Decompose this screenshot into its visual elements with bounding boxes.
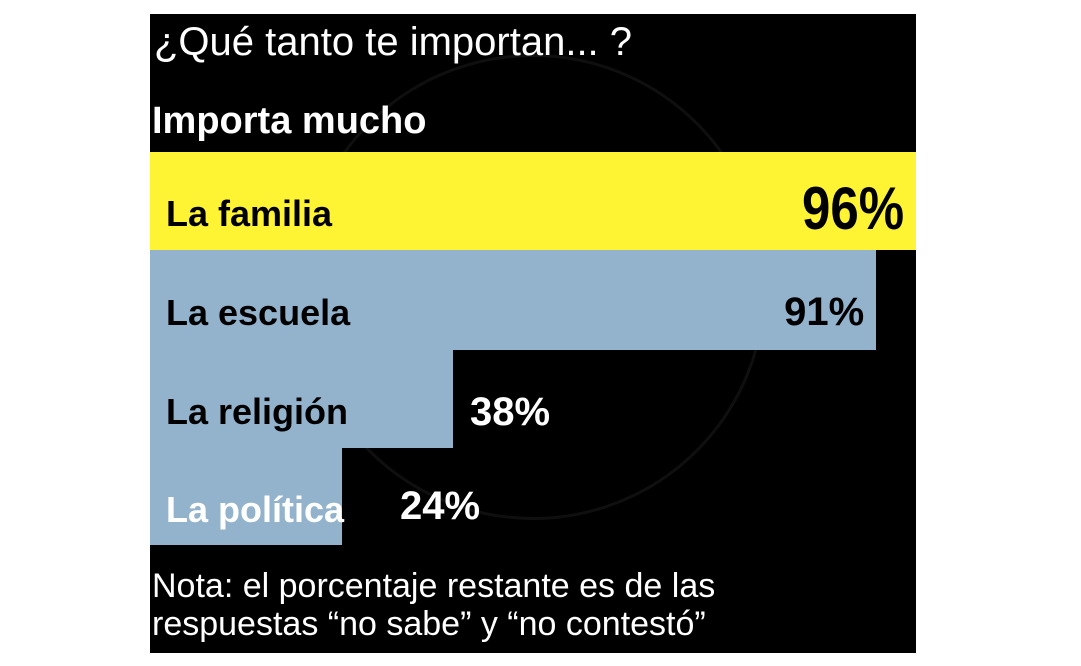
value-label: 38% <box>470 390 551 434</box>
value-label: 24% <box>400 484 481 528</box>
chart-subtitle: Importa mucho <box>152 100 427 142</box>
chart-panel: ¿Qué tanto te importan... ? Importa much… <box>150 14 916 653</box>
chart-title: ¿Qué tanto te importan... ? <box>154 20 633 64</box>
bar-0 <box>150 152 916 250</box>
category-label: La política <box>166 488 345 530</box>
value-label: 91% <box>784 290 865 334</box>
value-label: 96% <box>802 175 905 242</box>
note-line-2: respuestas “no sabe” y “no contestó” <box>152 605 706 643</box>
bar-3 <box>150 448 342 545</box>
bar-1 <box>150 250 877 350</box>
bar-2 <box>150 350 454 448</box>
note-line-1: Nota: el porcentaje restante es de las <box>152 567 716 605</box>
category-label: La familia <box>166 193 333 234</box>
category-label: La religión <box>166 391 349 432</box>
chart-note: Nota: el porcentaje restante es de las r… <box>152 567 715 643</box>
category-label: La escuela <box>166 292 351 333</box>
